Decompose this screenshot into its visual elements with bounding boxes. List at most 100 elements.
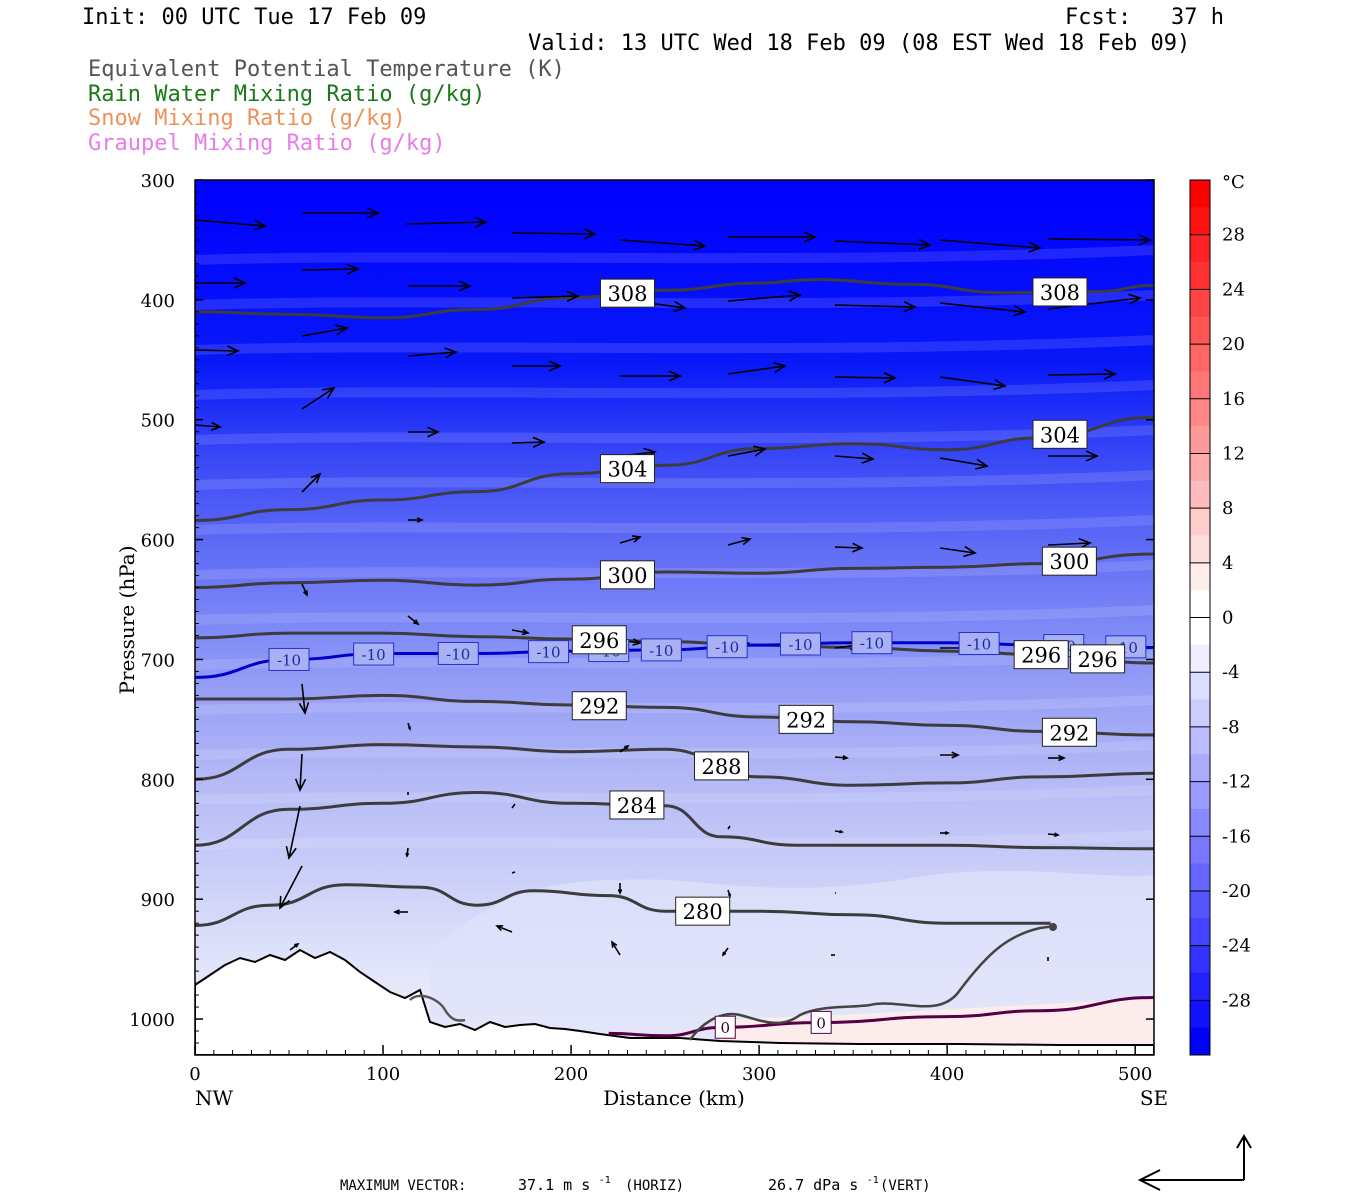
init-time: Init: 00 UTC Tue 17 Feb 09	[82, 5, 427, 30]
theta-e-label: 304	[1032, 419, 1088, 449]
temperature-label: -10	[528, 640, 570, 664]
colorbar-swatch	[1190, 781, 1210, 810]
theta-e-label-text: 280	[683, 900, 723, 924]
temperature-label: -10	[958, 631, 1000, 655]
wind-vector	[408, 426, 440, 438]
colorbar-unit: °C	[1222, 172, 1245, 193]
colorbar-tick-label: 24	[1222, 279, 1245, 300]
theta-e-label-text: 288	[701, 755, 741, 779]
x-tick-label: 200	[554, 1064, 588, 1085]
colorbar-swatch	[1190, 754, 1210, 783]
wind-vector	[721, 947, 729, 957]
wind-vector	[728, 231, 817, 243]
wind-vector	[511, 290, 580, 303]
colorbar-tick-label: -8	[1222, 717, 1240, 738]
wind-vector	[610, 940, 621, 956]
fill-streak	[195, 650, 1154, 670]
wind-vector	[511, 228, 597, 240]
wind-vector	[727, 889, 732, 898]
x-tick-label: 400	[930, 1064, 964, 1085]
theta-e-label: 308	[1032, 277, 1088, 307]
theta-e-label: 300	[1041, 546, 1097, 576]
x-tick-label: 100	[366, 1064, 400, 1085]
wind-vector	[301, 386, 336, 410]
wind-vector	[511, 436, 546, 449]
wind-vector	[301, 472, 322, 493]
wind-vector	[407, 347, 458, 359]
theta-e-label: 288	[694, 751, 750, 781]
theta-e-label-text: 296	[1021, 644, 1061, 668]
temperature-label: 0	[810, 1010, 832, 1034]
theta-e-label: 296	[1070, 644, 1126, 674]
wind-vector	[939, 239, 1042, 253]
theta-e-label: 300	[599, 560, 655, 590]
temperature-label-text: -10	[860, 635, 884, 653]
temperature-label-text: -10	[649, 642, 673, 660]
theta-e-label-text: 300	[1049, 550, 1089, 574]
wind-vector	[279, 865, 303, 910]
colorbar-swatch	[1190, 398, 1210, 427]
y-tick-label: 300	[141, 171, 175, 192]
x-right-end-label: SE	[1140, 1086, 1168, 1110]
colorbar-swatch	[1190, 426, 1210, 454]
wind-vector	[405, 847, 410, 858]
wind-vector	[195, 277, 247, 289]
colorbar-swatch	[1190, 180, 1210, 208]
field-label-graupel: Graupel Mixing Ratio (g/kg)	[88, 131, 446, 156]
colorbar-swatch	[1190, 535, 1210, 564]
colorbar-swatch	[1190, 562, 1210, 591]
wind-vector	[302, 207, 380, 219]
wind-vector	[834, 542, 864, 553]
wind-vector	[939, 457, 989, 470]
theta-e-label: 304	[599, 454, 655, 484]
vert-vector-value: 26.7 dPa s	[768, 1176, 858, 1194]
colorbar-tick-label: -24	[1222, 936, 1251, 957]
wind-vector	[619, 239, 707, 251]
colorbar-swatch	[1190, 508, 1210, 536]
temperature-label-text: -10	[536, 644, 560, 662]
colorbar-swatch	[1190, 644, 1210, 673]
theta-e-contour-284	[195, 790, 1154, 851]
colorbar-tick-label: -20	[1222, 881, 1251, 902]
theta-e-label-text: 292	[579, 695, 619, 719]
wind-vector	[834, 829, 844, 834]
wind-vector	[939, 376, 1007, 391]
wind-vector	[1048, 754, 1066, 762]
x-tick-label: 500	[1118, 1064, 1152, 1085]
wind-vector	[834, 238, 932, 251]
y-tick-label: 900	[141, 890, 175, 911]
fill-streak	[195, 380, 1154, 400]
wind-vector	[406, 216, 488, 228]
theta-e-label: 292	[1041, 717, 1097, 747]
field-label-rain: Rain Water Mixing Ratio (g/kg)	[88, 82, 486, 107]
theta-e-label: 296	[1013, 640, 1069, 670]
max-vector-label: MAXIMUM VECTOR:	[340, 1178, 466, 1194]
wind-vector	[408, 280, 472, 292]
theta-e-label-text: 296	[579, 629, 619, 653]
colorbar-swatch	[1190, 699, 1210, 728]
max-vector-footer: MAXIMUM VECTOR: 37.1 m s -1 (HORIZ) 26.7…	[340, 1171, 931, 1194]
colorbar-tick-label: -12	[1222, 772, 1251, 793]
wind-vector	[298, 683, 310, 715]
wind-vector	[301, 583, 308, 597]
colorbar-tick-label: -16	[1222, 826, 1251, 847]
colorbar-swatch	[1190, 890, 1210, 919]
y-axis-title: Pressure (hPa)	[115, 546, 139, 695]
horiz-vector-exp: -1	[599, 1175, 611, 1186]
horiz-vector-tag: (HORIZ)	[625, 1178, 684, 1194]
temperature-label: -10	[706, 635, 748, 659]
theta-e-label-text: 296	[1078, 648, 1118, 672]
colorbar-swatch	[1190, 371, 1210, 400]
rain-mixing-contour	[688, 924, 1056, 1041]
fill-streak	[195, 245, 1154, 265]
wind-vector	[727, 825, 731, 830]
wind-vector	[727, 290, 802, 302]
colorbar-swatch	[1190, 863, 1210, 892]
wind-vector	[939, 302, 1027, 317]
y-tick-label: 500	[141, 411, 175, 432]
colorbar-swatch	[1190, 1000, 1210, 1029]
wind-vector	[620, 370, 682, 382]
temperature-label: -10	[437, 641, 479, 665]
colorbar-swatch	[1190, 289, 1210, 318]
